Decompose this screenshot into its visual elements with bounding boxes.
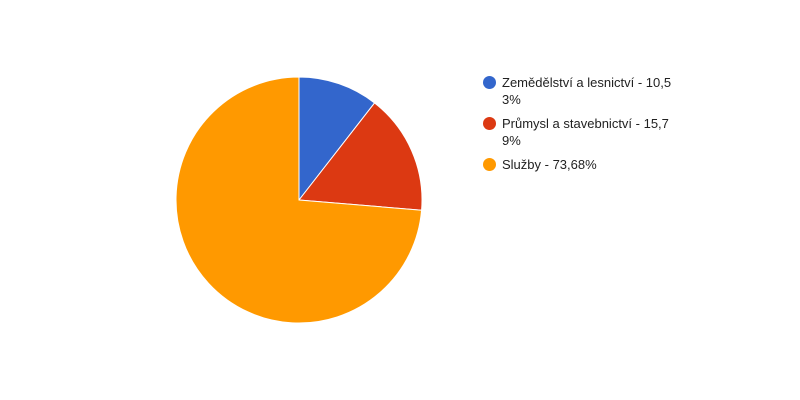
legend-item-agriculture[interactable]: Zemědělství a lesnictví - 10,53% [483, 74, 683, 108]
legend-label-industry: Průmysl a stavebnictví - 15,79% [502, 116, 669, 148]
legend-label-agriculture: Zemědělství a lesnictví - 10,53% [502, 75, 672, 107]
pie-slice-industry[interactable] [298, 102, 423, 211]
legend-swatch-industry [483, 117, 496, 130]
legend-item-services[interactable]: Služby - 73,68% [483, 156, 683, 173]
pie-slice-agriculture[interactable] [298, 76, 376, 202]
chart-legend: Zemědělství a lesnictví - 10,53% Průmysl… [483, 74, 683, 180]
pie-slice-services[interactable] [175, 76, 423, 324]
legend-swatch-agriculture [483, 76, 496, 89]
legend-item-industry[interactable]: Průmysl a stavebnictví - 15,79% [483, 115, 683, 149]
legend-label-services: Služby - 73,68% [502, 157, 597, 172]
legend-swatch-services [483, 158, 496, 171]
